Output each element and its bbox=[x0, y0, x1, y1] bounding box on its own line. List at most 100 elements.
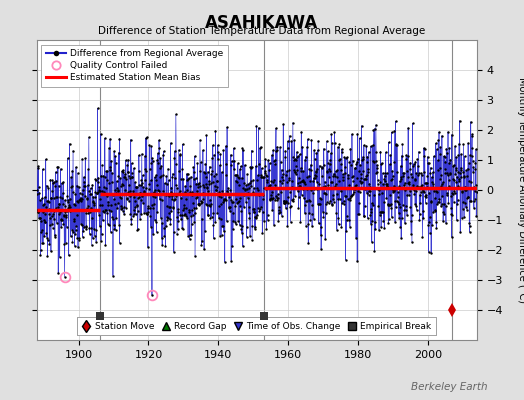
Point bbox=[234, 174, 243, 180]
Point bbox=[321, 178, 329, 185]
Point bbox=[40, 233, 48, 239]
Point bbox=[125, 182, 134, 188]
Point bbox=[462, 187, 471, 193]
Point bbox=[110, 222, 118, 228]
Point bbox=[204, 169, 212, 175]
Point bbox=[328, 201, 336, 208]
Point bbox=[471, 188, 479, 194]
Point bbox=[112, 190, 121, 196]
Point bbox=[255, 160, 263, 167]
Point bbox=[316, 232, 325, 238]
Point bbox=[189, 200, 197, 206]
Point bbox=[344, 175, 352, 181]
Point bbox=[197, 200, 205, 207]
Point bbox=[293, 188, 302, 194]
Point bbox=[325, 174, 333, 180]
Point bbox=[199, 147, 207, 154]
Point bbox=[214, 203, 223, 209]
Point bbox=[446, 193, 455, 200]
Point bbox=[220, 197, 228, 203]
Point bbox=[431, 206, 440, 213]
Point bbox=[435, 199, 443, 206]
Point bbox=[261, 156, 269, 163]
Point bbox=[311, 169, 320, 176]
Point bbox=[121, 190, 129, 197]
Point bbox=[244, 189, 252, 196]
Point bbox=[187, 232, 195, 238]
Point bbox=[203, 184, 211, 190]
Point bbox=[47, 248, 55, 255]
Point bbox=[389, 188, 397, 195]
Point bbox=[47, 213, 56, 220]
Point bbox=[385, 216, 393, 222]
Point bbox=[277, 159, 285, 165]
Point bbox=[44, 198, 52, 205]
Point bbox=[320, 183, 329, 190]
Point bbox=[263, 177, 271, 183]
Point bbox=[452, 167, 460, 173]
Point bbox=[81, 155, 90, 161]
Point bbox=[236, 163, 245, 170]
Point bbox=[221, 191, 229, 198]
Point bbox=[339, 171, 347, 178]
Point bbox=[469, 164, 477, 170]
Point bbox=[449, 191, 457, 197]
Point bbox=[385, 202, 394, 208]
Point bbox=[101, 242, 110, 248]
Point bbox=[207, 180, 215, 186]
Point bbox=[115, 149, 123, 156]
Point bbox=[56, 194, 64, 200]
Point bbox=[198, 199, 206, 205]
Point bbox=[441, 154, 449, 160]
Point bbox=[133, 227, 141, 233]
Point bbox=[143, 211, 151, 218]
Point bbox=[312, 172, 320, 179]
Point bbox=[214, 156, 222, 162]
Point bbox=[330, 170, 338, 177]
Point bbox=[270, 222, 278, 228]
Point bbox=[207, 170, 215, 177]
Point bbox=[279, 176, 287, 183]
Point bbox=[212, 178, 221, 184]
Point bbox=[269, 179, 278, 185]
Point bbox=[283, 138, 292, 144]
Point bbox=[59, 178, 68, 185]
Point bbox=[222, 143, 230, 149]
Point bbox=[334, 221, 343, 228]
Point bbox=[188, 206, 196, 213]
Point bbox=[398, 173, 407, 180]
Point bbox=[184, 232, 192, 239]
Point bbox=[249, 185, 258, 192]
Point bbox=[107, 208, 116, 214]
Point bbox=[408, 212, 416, 218]
Point bbox=[355, 135, 364, 141]
Point bbox=[246, 179, 254, 186]
Point bbox=[204, 212, 212, 218]
Point bbox=[308, 202, 316, 208]
Point bbox=[246, 178, 255, 184]
Point bbox=[367, 239, 376, 245]
Point bbox=[256, 144, 265, 150]
Point bbox=[337, 161, 345, 168]
Point bbox=[266, 196, 275, 202]
Point bbox=[346, 195, 354, 201]
Point bbox=[364, 166, 373, 172]
Point bbox=[72, 164, 80, 170]
Point bbox=[60, 212, 68, 218]
Point bbox=[111, 201, 119, 208]
Point bbox=[268, 188, 277, 195]
Point bbox=[288, 154, 297, 160]
Point bbox=[128, 170, 136, 176]
Point bbox=[451, 171, 460, 178]
Point bbox=[162, 214, 171, 220]
Point bbox=[181, 211, 189, 217]
Point bbox=[259, 196, 267, 202]
Point bbox=[94, 187, 103, 193]
Point bbox=[144, 205, 152, 212]
Point bbox=[384, 220, 392, 226]
Point bbox=[255, 192, 263, 199]
Point bbox=[391, 186, 399, 192]
Point bbox=[82, 222, 90, 229]
Point bbox=[68, 168, 77, 174]
Point bbox=[90, 226, 98, 232]
